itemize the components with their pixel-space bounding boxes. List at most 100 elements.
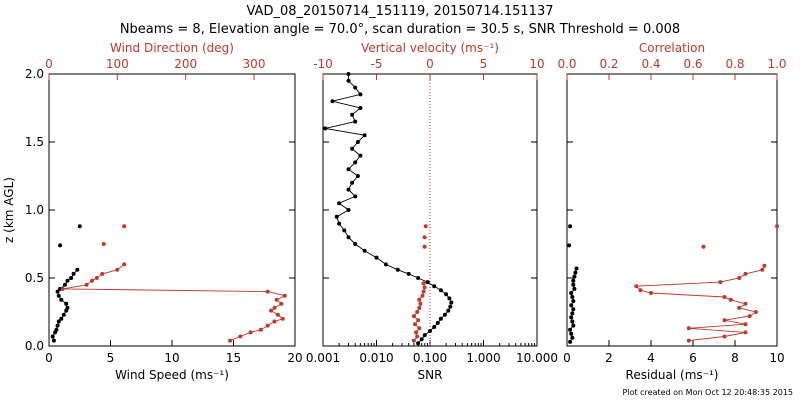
data-point bbox=[358, 153, 363, 158]
y-tick-label: 2.0 bbox=[25, 67, 44, 81]
y-tick-label: 1.0 bbox=[25, 203, 44, 217]
data-point bbox=[358, 106, 363, 110]
data-point bbox=[416, 318, 421, 323]
data-point bbox=[63, 282, 67, 287]
data-point bbox=[754, 310, 758, 314]
data-point bbox=[571, 299, 576, 304]
data-point bbox=[438, 288, 443, 293]
data-point bbox=[358, 92, 363, 97]
bottom-axis-label: Wind Speed (ms⁻¹) bbox=[115, 368, 229, 382]
series-2 bbox=[58, 224, 82, 248]
top-axis-label: Vertical velocity (ms⁻¹) bbox=[361, 41, 499, 55]
data-point bbox=[747, 314, 752, 319]
series-2 bbox=[411, 281, 427, 343]
data-point bbox=[56, 293, 61, 298]
bottom-tick-label: 0.001 bbox=[306, 351, 340, 365]
data-point bbox=[77, 224, 82, 229]
top-tick-label: 10 bbox=[529, 57, 544, 71]
data-point bbox=[346, 72, 351, 76]
data-point bbox=[416, 276, 421, 280]
data-point bbox=[346, 167, 351, 172]
data-point bbox=[686, 338, 691, 343]
bottom-tick-label: 10.000 bbox=[516, 351, 558, 365]
data-point bbox=[421, 281, 426, 286]
data-point bbox=[94, 276, 99, 280]
data-point bbox=[269, 308, 274, 313]
series-2 bbox=[567, 224, 573, 248]
data-point bbox=[350, 180, 355, 185]
data-point bbox=[56, 319, 61, 324]
data-point bbox=[274, 297, 279, 302]
data-point bbox=[337, 201, 342, 206]
data-point bbox=[570, 311, 575, 316]
data-point bbox=[228, 338, 233, 343]
bottom-tick-label: 8 bbox=[731, 351, 739, 365]
data-point bbox=[568, 327, 573, 332]
data-point bbox=[60, 286, 65, 291]
data-point bbox=[362, 248, 367, 253]
data-point bbox=[422, 285, 427, 290]
data-point bbox=[444, 292, 449, 297]
series-3 bbox=[60, 262, 287, 343]
panel-3: 0 2 4 6 8 10 Residual (ms⁻¹) 0.0 0.2 0.4 0.6 0.8 1.0… bbox=[557, 41, 786, 382]
bottom-tick-label: 0 bbox=[563, 351, 571, 365]
data-point bbox=[55, 289, 60, 294]
data-point bbox=[569, 331, 574, 336]
top-tick-label: 0.2 bbox=[599, 57, 618, 71]
top-tick-label: 0.6 bbox=[683, 57, 702, 71]
plot-frame bbox=[48, 73, 296, 347]
top-tick-label: 0 bbox=[426, 57, 434, 71]
bottom-tick-label: 15 bbox=[226, 351, 241, 365]
data-point bbox=[432, 284, 437, 289]
data-point bbox=[417, 297, 422, 302]
top-tick-label: 5 bbox=[480, 57, 488, 71]
data-point bbox=[350, 146, 355, 151]
data-point bbox=[355, 174, 360, 178]
data-point bbox=[238, 334, 243, 339]
data-point bbox=[362, 133, 367, 138]
data-point bbox=[248, 330, 253, 335]
data-point bbox=[334, 214, 339, 219]
data-point bbox=[346, 78, 351, 83]
series-4 bbox=[701, 224, 779, 249]
data-point bbox=[722, 295, 727, 299]
y-axis-label: z (km AGL) bbox=[2, 177, 16, 243]
data-point bbox=[567, 243, 572, 248]
data-point bbox=[65, 305, 70, 310]
data-point bbox=[90, 278, 94, 283]
series-4 bbox=[101, 224, 127, 246]
data-point bbox=[71, 271, 76, 276]
data-point bbox=[64, 301, 69, 306]
data-point bbox=[428, 329, 432, 333]
top-axis-label: Wind Direction (deg) bbox=[110, 41, 234, 55]
bottom-tick-label: 10 bbox=[164, 351, 179, 365]
data-point bbox=[449, 300, 454, 305]
y-tick-label: 0.0 bbox=[25, 339, 44, 353]
data-point bbox=[346, 208, 351, 212]
data-point bbox=[69, 276, 74, 280]
series-line bbox=[635, 265, 765, 342]
data-point bbox=[353, 160, 358, 165]
data-point bbox=[411, 314, 416, 319]
data-point bbox=[337, 221, 342, 226]
top-tick-label: 300 bbox=[243, 57, 266, 71]
data-point bbox=[722, 318, 727, 323]
data-point bbox=[414, 330, 419, 335]
top-axis-label: Correlation bbox=[639, 41, 705, 55]
top-tick-label: 1.0 bbox=[767, 57, 786, 71]
data-point bbox=[353, 119, 358, 124]
data-point bbox=[425, 280, 430, 285]
chart-title: VAD_08_20150714_151119, 20150714.151137 bbox=[247, 4, 554, 19]
data-point bbox=[743, 301, 748, 306]
data-point bbox=[422, 333, 427, 338]
data-point bbox=[75, 267, 80, 272]
data-point bbox=[638, 288, 643, 293]
data-point bbox=[568, 224, 573, 229]
data-point bbox=[54, 327, 59, 332]
top-tick-label: 0.0 bbox=[557, 57, 576, 71]
data-point bbox=[59, 316, 64, 321]
data-point bbox=[122, 262, 127, 267]
data-point bbox=[100, 271, 105, 276]
data-point bbox=[50, 334, 55, 339]
data-point bbox=[415, 310, 420, 314]
